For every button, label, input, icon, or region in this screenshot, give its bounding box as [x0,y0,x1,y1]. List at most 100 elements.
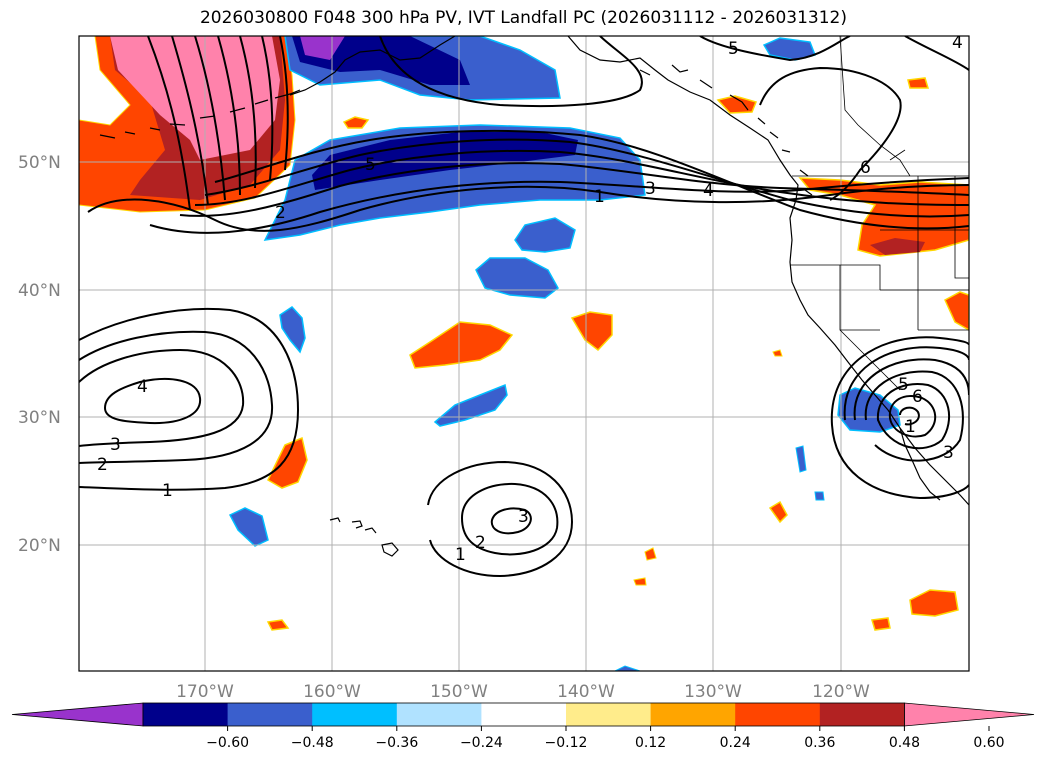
map-border [78,35,970,672]
negative-blob-e [228,507,269,547]
contour-north-b [699,36,851,62]
colorbar-tick-label: −0.12 [545,735,588,751]
contour-label: 2 [475,533,486,553]
contour-label: 3 [110,435,121,455]
contour-label: 4 [703,181,714,201]
contour-label: 4 [137,377,148,397]
contour-se-d [864,370,964,462]
positive-blob-f [907,77,930,89]
lon-label: 130°W [684,682,742,702]
contour-label: 4 [952,33,963,53]
contour-nw-c [194,36,226,201]
contour-north-d [904,36,969,71]
lon-label: 170°W [176,682,234,702]
aleutians [99,89,301,139]
colorbar-tick-label: 0.36 [804,735,835,751]
contour-jet-1 [87,184,969,232]
contour-nw-g [279,36,289,171]
contour-se-e [853,358,969,421]
alaska-coast [289,36,456,96]
gridlines [79,36,969,671]
negative-blob-i [614,665,641,671]
positive-blob-west-us-core [870,238,925,255]
us-state-borders [790,176,969,391]
lon-label: 120°W [812,682,870,702]
positive-blob-h [768,500,788,524]
positive-blob-c [267,436,308,489]
lon-label: 160°W [303,682,361,702]
contour-label: 1 [455,545,466,565]
colorbar-tick-label: −0.48 [291,735,334,751]
negative-blob-h [814,491,825,501]
colorbar: −0.60 −0.48 −0.36 −0.24 −0.12 0.12 0.24 0.36 0.4… [11,702,1035,751]
positive-blob-b [570,311,613,352]
contour-central-2 [460,482,559,556]
map-title: 2026030800 F048 300 hPa PV, IVT Landfall… [199,8,847,28]
hawaii-islands [329,517,399,557]
colorbar-segment [227,703,313,726]
contour-north-a [379,36,643,108]
contour-west-4 [103,378,202,425]
contour-label: 3 [518,507,529,527]
colorbar-segment [396,703,482,726]
colorbar-segment [819,703,905,726]
contour-se-g [830,336,969,500]
positive-blob-k [909,589,959,617]
negative-blob-g [795,445,807,473]
colorbar-tick-label: −0.60 [206,735,249,751]
contour-labels: 4 3 2 1 3 2 1 5 2 1 3 4 5 6 6 5 3 1 4 [97,33,963,565]
negative-blob-d [433,383,508,427]
lat-label: 50°N [18,153,61,173]
contour-central-1 [427,460,574,578]
longitude-labels: 170°W 160°W 150°W 140°W 130°W 120°W [176,682,870,702]
contour-label: 5 [728,39,739,59]
colorbar-tick-label: 0.48 [889,735,920,751]
colorbar-tick-label: 0.12 [635,735,666,751]
contour-label: 5 [365,155,376,175]
positive-blob-a [409,321,514,369]
colorbar-tick-label: 0.60 [973,735,1004,751]
contour-label: 1 [162,481,173,501]
positive-blob-d [342,116,370,129]
contour-north-c [759,66,902,201]
positive-blob-l [871,617,891,631]
contour-nw-e [239,36,257,189]
colorbar-outline [142,702,905,727]
colorbar-tick-label: −0.36 [375,735,418,751]
negative-blob-c [279,306,306,354]
lon-label: 150°W [430,682,488,702]
colorbar-tick-label: 0.24 [720,735,751,751]
negative-pv-north-deep [300,36,345,60]
baja-coast [899,427,941,501]
colorbar-tick-label: −0.24 [460,735,503,751]
latitude-labels: 50°N 40°N 30°N 20°N [18,153,61,556]
colorbar-segment [143,703,229,726]
contour-label: 3 [645,179,656,199]
coastlines [99,36,969,557]
colorbar-segment [312,703,398,726]
contour-se-f [843,346,969,421]
colorbar-segment [735,703,821,726]
lat-label: 20°N [18,536,61,556]
positive-pv-lobe-nw-core [110,36,280,160]
contour-jet-3 [179,162,969,217]
contour-nw-a [147,36,191,211]
positive-blob-n [772,349,783,357]
contour-label: 3 [943,443,954,463]
colorbar-segment [650,703,736,726]
colorbar-segment [566,703,652,726]
negative-pv-band-core [312,132,578,190]
positive-blob-i [644,547,657,561]
positive-blob-j [633,577,647,586]
contour-west-1 [79,307,300,491]
contour-label: 2 [275,203,286,223]
colorbar-segment [481,703,567,726]
canada-provinces [839,36,911,177]
colorbar-extend-high [904,702,1035,727]
positive-blob-m [266,619,290,631]
lat-label: 40°N [18,281,61,301]
contour-nw-b [171,36,209,206]
contour-nw-d [217,36,241,196]
contour-se-b [888,395,937,438]
